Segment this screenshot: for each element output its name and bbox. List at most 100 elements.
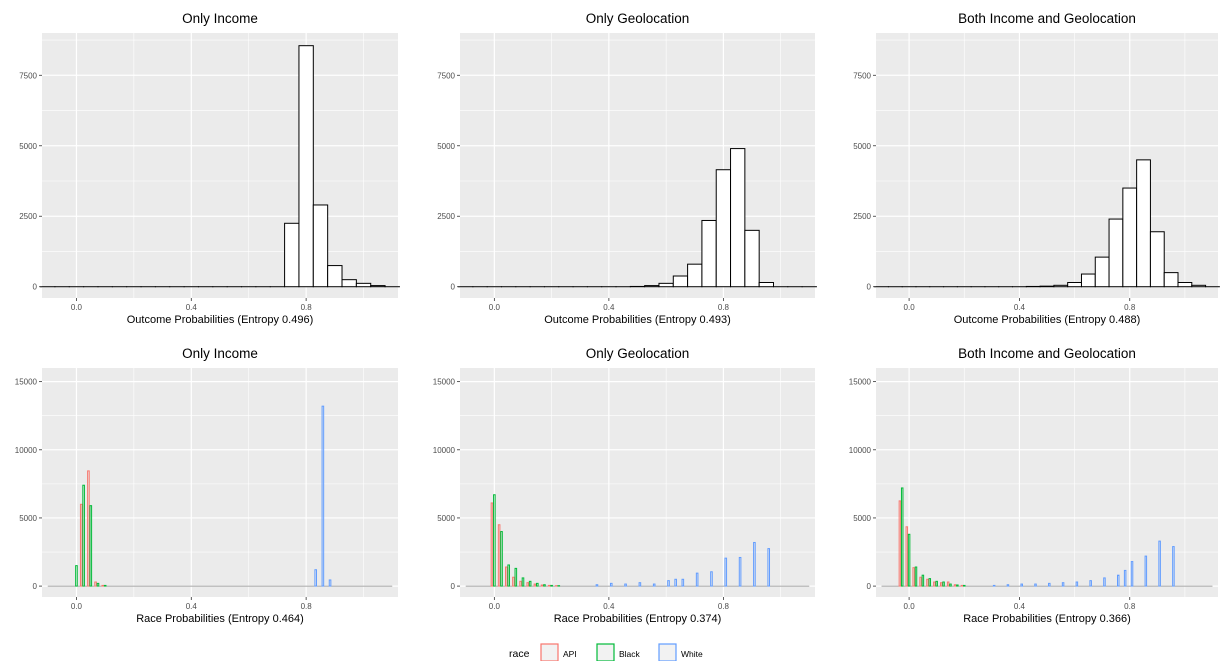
histogram-bar-white <box>1104 578 1105 586</box>
histogram-bar-api <box>95 582 97 586</box>
histogram-bar-black <box>537 583 539 586</box>
histogram-bar-api <box>899 501 900 586</box>
histogram-bar-white <box>725 558 727 586</box>
histogram-bar-white <box>682 579 684 586</box>
histogram-bar <box>328 266 342 287</box>
y-tick-label: 0 <box>33 582 38 591</box>
histogram-bar-black <box>104 585 106 586</box>
y-tick-label: 2500 <box>437 212 455 221</box>
histogram-bar <box>356 283 370 286</box>
x-tick-label: 0.8 <box>1124 303 1136 312</box>
legend-key-black <box>597 644 614 661</box>
histogram-bar-api <box>941 583 942 586</box>
panel-background <box>42 33 398 298</box>
x-axis-label: Outcome Probabilities (Entropy 0.493) <box>544 314 730 326</box>
histogram-bar-black <box>901 488 902 586</box>
histogram-bar-white <box>329 580 331 586</box>
x-axis-label: Race Probabilities (Entropy 0.464) <box>136 613 304 625</box>
legend-key-api <box>541 644 558 661</box>
panel-title: Both Income and Geolocation <box>958 11 1136 26</box>
histogram-bar-api <box>491 503 493 586</box>
histogram-bar-api <box>520 581 522 586</box>
y-tick-label: 0 <box>451 582 456 591</box>
legend-key-white <box>659 644 676 661</box>
x-tick-label: 0.4 <box>1014 602 1026 611</box>
x-axis-label: Outcome Probabilities (Entropy 0.496) <box>127 314 313 326</box>
histogram-bar-white <box>1159 541 1160 586</box>
histogram-bar-white <box>610 583 612 586</box>
histogram-bar-api <box>88 471 90 586</box>
y-tick-label: 7500 <box>853 71 871 80</box>
panel-title: Only Income <box>182 346 258 361</box>
histogram-bar-white <box>993 585 994 586</box>
y-tick-label: 10000 <box>15 446 38 455</box>
histogram-bar <box>371 286 385 287</box>
histogram-bar-black <box>90 506 92 586</box>
x-tick-label: 0.4 <box>603 602 615 611</box>
histogram-bar-api <box>505 567 507 586</box>
histogram-bar-white <box>696 573 698 586</box>
x-axis-label: Outcome Probabilities (Entropy 0.488) <box>954 314 1140 326</box>
histogram-bar-white <box>625 584 627 586</box>
histogram-bar-white <box>668 581 670 586</box>
histogram-bar-black <box>501 532 503 587</box>
x-tick-label: 0.0 <box>489 303 501 312</box>
y-tick-label: 2500 <box>853 212 871 221</box>
histogram-bar <box>313 205 327 287</box>
y-tick-label: 5000 <box>853 514 871 523</box>
y-tick-label: 15000 <box>433 378 456 387</box>
x-tick-label: 0.0 <box>489 602 501 611</box>
y-tick-label: 0 <box>33 283 38 292</box>
histogram-bar <box>285 223 299 286</box>
histogram-bar-black <box>515 568 517 586</box>
histogram-bar-api <box>527 583 529 586</box>
histogram-bar-api <box>498 525 500 586</box>
histogram-bar <box>1178 282 1192 286</box>
histogram-bar-api <box>947 582 948 586</box>
histogram-bar-api <box>548 585 550 586</box>
histogram-bar-black <box>522 578 524 586</box>
y-tick-label: 10000 <box>433 446 456 455</box>
histogram-bar-api <box>934 582 935 586</box>
y-tick-label: 0 <box>867 283 872 292</box>
histogram-bar <box>1054 285 1068 286</box>
histogram-bar-black <box>929 579 930 586</box>
panel-background <box>42 368 398 597</box>
x-tick-label: 0.4 <box>186 602 198 611</box>
legend-label-api: API <box>563 649 577 659</box>
panel-background <box>460 33 815 298</box>
histogram-bar-white <box>639 583 641 586</box>
histogram-bar-black <box>957 585 958 586</box>
histogram-bar <box>716 170 730 287</box>
y-tick-label: 5000 <box>437 142 455 151</box>
histogram-bar-white <box>1118 575 1119 586</box>
y-tick-label: 5000 <box>19 514 37 523</box>
histogram-bar <box>659 283 673 286</box>
x-tick-label: 0.4 <box>603 303 615 312</box>
legend-title: race <box>509 648 530 660</box>
histogram-bar-white <box>768 549 770 586</box>
y-tick-label: 15000 <box>849 378 872 387</box>
histogram-bar <box>1109 219 1123 287</box>
histogram-bar-white <box>1131 562 1132 587</box>
histogram-bar-black <box>922 575 923 586</box>
histogram-bar-white <box>754 542 756 586</box>
histogram-bar-black <box>97 583 99 586</box>
histogram-bar-api <box>906 527 907 586</box>
x-tick-label: 0.8 <box>718 303 730 312</box>
y-tick-label: 5000 <box>19 142 37 151</box>
y-tick-label: 0 <box>451 283 456 292</box>
panel-title: Only Geolocation <box>586 11 690 26</box>
x-axis-label: Race Probabilities (Entropy 0.366) <box>963 613 1131 625</box>
histogram-bar-white <box>1145 556 1146 586</box>
histogram-bar-white <box>315 570 317 586</box>
histogram-bar <box>299 46 313 287</box>
x-tick-label: 0.0 <box>71 303 83 312</box>
histogram-bar-black <box>529 581 531 586</box>
histogram-bar-white <box>711 572 713 586</box>
histogram-bar-white <box>1049 583 1050 586</box>
